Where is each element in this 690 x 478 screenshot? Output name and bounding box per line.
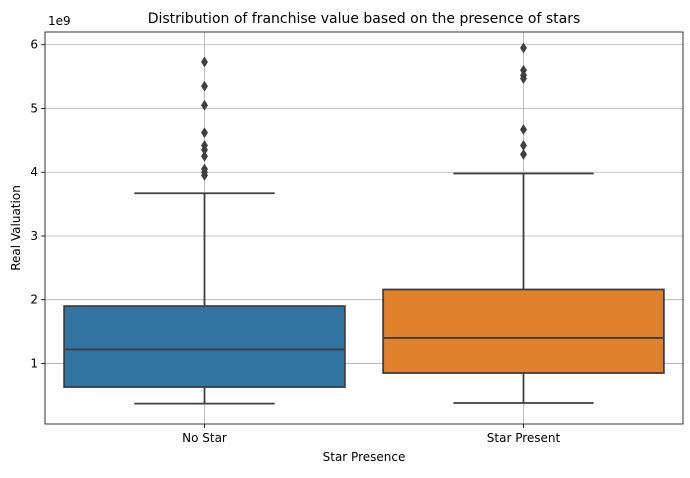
- outlier-point: [520, 124, 527, 135]
- outlier-point: [201, 163, 208, 175]
- outlier-point: [520, 139, 527, 151]
- outlier-point: [201, 127, 208, 139]
- y-tick-label: 3: [30, 229, 38, 243]
- box-series: [63, 42, 665, 405]
- y-axis-label: Real Valuation: [9, 185, 23, 271]
- y-axis-offset-label: 1e9: [48, 14, 71, 28]
- y-tick-label: 1: [30, 356, 38, 370]
- outlier-point: [201, 99, 208, 111]
- iqr-box: [63, 305, 346, 388]
- plot-frame: [44, 31, 684, 425]
- outlier-point: [201, 56, 208, 68]
- x-axis-label: Star Presence: [323, 450, 406, 464]
- y-tick-label: 5: [30, 101, 38, 115]
- box-group-star-present: [382, 42, 665, 404]
- outlier-point: [520, 148, 527, 160]
- iqr-box: [382, 288, 665, 374]
- outlier-point: [201, 80, 208, 92]
- box-group-no-star: [63, 56, 346, 405]
- grid-lines: [45, 32, 683, 424]
- y-tick-label: 2: [30, 293, 38, 307]
- outlier-point: [201, 139, 208, 151]
- outlier-point: [520, 64, 527, 76]
- axes: 1 2 3 4 5 6 No Star Star Present: [30, 31, 684, 445]
- x-tick-label: No Star: [182, 431, 227, 445]
- outlier-point: [201, 150, 208, 162]
- y-tick-label: 6: [30, 38, 38, 52]
- outlier-point: [520, 42, 527, 54]
- chart-title: Distribution of franchise value based on…: [148, 11, 581, 27]
- y-tick-label: 4: [30, 165, 38, 179]
- x-tick-label: Star Present: [487, 431, 561, 445]
